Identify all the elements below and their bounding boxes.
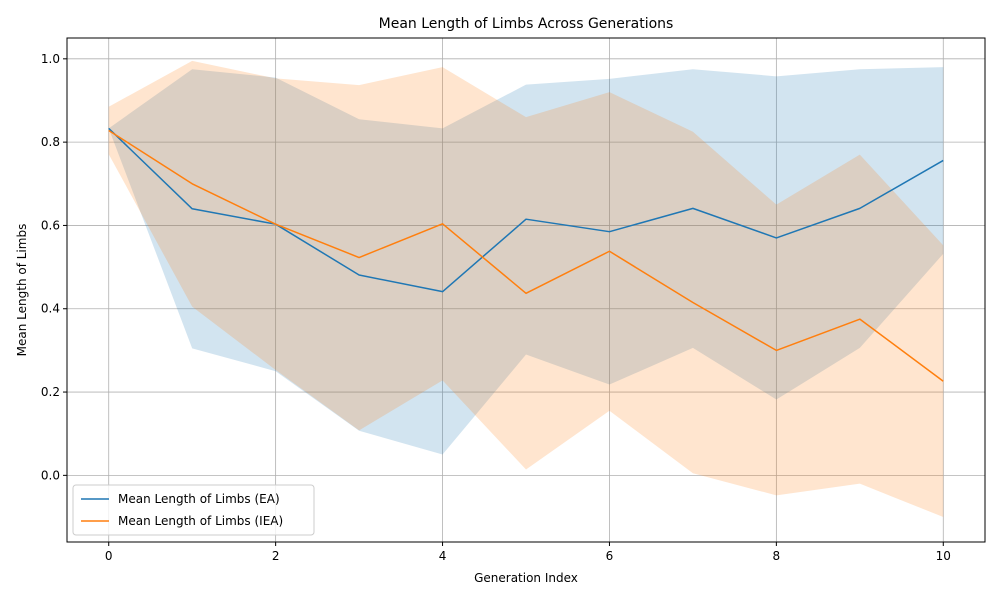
plot-frame — [66, 37, 986, 543]
y-tick-label: 0.2 — [41, 385, 60, 399]
x-tick-label: 0 — [105, 549, 113, 563]
y-ticks: 0.0 0.2 0.4 0.6 0.8 1.0 — [41, 52, 67, 482]
series-lines — [108, 127, 944, 382]
chart-title: Mean Length of Limbs Across Generations — [379, 16, 674, 32]
x-tick-label: 8 — [773, 549, 781, 563]
y-tick-label: 0.6 — [41, 218, 60, 232]
legend-label-iea: Mean Length of Limbs (IEA) — [118, 514, 283, 528]
confidence-band-iea — [108, 60, 944, 518]
x-ticks: 0 2 4 6 8 10 — [105, 542, 951, 563]
legend-label-ea: Mean Length of Limbs (EA) — [118, 492, 280, 506]
series-line-ea — [108, 127, 944, 293]
y-tick-label: 1.0 — [41, 52, 60, 66]
x-tick-label: 6 — [606, 549, 614, 563]
x-tick-label: 2 — [272, 549, 280, 563]
legend-box — [72, 484, 315, 536]
confidence-bands — [108, 60, 944, 518]
series-line-iea — [108, 129, 944, 382]
x-tick-label: 4 — [439, 549, 447, 563]
legend: Mean Length of Limbs (EA) Mean Length of… — [72, 484, 315, 536]
y-tick-label: 0.4 — [41, 302, 60, 316]
y-axis-label: Mean Length of Limbs — [15, 224, 29, 357]
x-axis-label: Generation Index — [474, 571, 578, 585]
grid-lines — [67, 38, 985, 542]
x-tick-label: 10 — [936, 549, 951, 563]
y-tick-label: 0.8 — [41, 135, 60, 149]
y-tick-label: 0.0 — [41, 468, 60, 482]
confidence-band-ea — [108, 67, 944, 455]
